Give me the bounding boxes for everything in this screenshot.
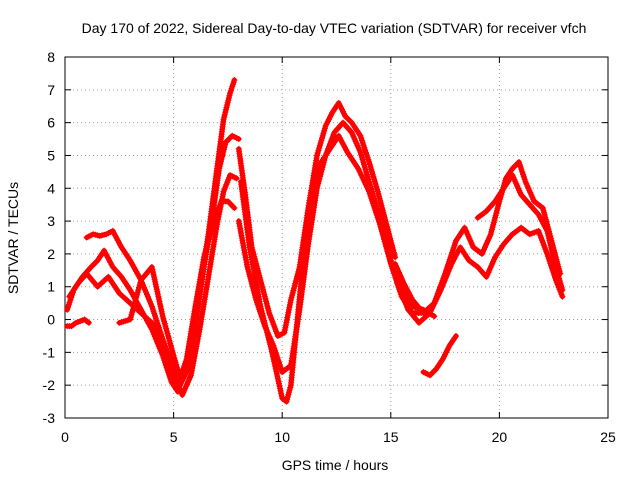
plus-marker (219, 193, 226, 200)
plus-marker (285, 309, 292, 316)
plus-marker (233, 175, 240, 182)
x-tick-label: 5 (170, 429, 178, 445)
plus-marker (281, 329, 288, 336)
y-tick-label: -3 (43, 410, 56, 426)
y-tick-label: 0 (47, 312, 55, 328)
y-tick-label: 3 (47, 213, 55, 229)
plus-marker (283, 319, 290, 326)
y-tick-label: 5 (47, 147, 55, 163)
plus-marker (220, 191, 227, 198)
plus-marker (431, 313, 438, 320)
x-axis-label: GPS time / hours (282, 457, 389, 473)
plus-marker (231, 204, 238, 211)
series-track-k (420, 332, 459, 379)
plus-marker (282, 324, 289, 331)
plus-marker (286, 304, 293, 311)
series-track-l (64, 316, 92, 330)
x-tick-label: 15 (383, 429, 399, 445)
series-track-i (394, 224, 566, 326)
y-tick-label: 6 (47, 115, 55, 131)
axis-ticks: 0 5 10 15 20 25 -3 -2 -1 0 1 2 3 4 5 6 7 8 (43, 49, 616, 445)
y-tick-label: 7 (47, 82, 55, 98)
y-tick-label: 4 (47, 180, 55, 196)
y-tick-label: 8 (47, 49, 55, 65)
plus-marker (281, 327, 288, 334)
y-tick-label: -1 (43, 344, 56, 360)
y-tick-label: -2 (43, 377, 56, 393)
plus-marker (287, 299, 294, 306)
plus-marker (284, 314, 291, 321)
plus-marker (452, 332, 459, 339)
y-axis-label: SDTVAR / TECUs (5, 182, 21, 294)
series-band (392, 159, 563, 316)
x-tick-label: 10 (274, 429, 290, 445)
series-track-h (392, 159, 564, 316)
plus-marker (559, 287, 566, 294)
plot-frame (64, 56, 609, 419)
plus-marker (284, 312, 291, 319)
y-tick-label: 2 (47, 246, 55, 262)
y-tick-label: 1 (47, 279, 55, 295)
plus-marker (286, 301, 293, 308)
chart-title: Day 170 of 2022, Sidereal Day-to-day VTE… (82, 20, 587, 36)
series-track-j (474, 172, 566, 294)
plus-marker (283, 317, 290, 324)
series-track-d (116, 198, 238, 382)
x-tick-label: 0 (61, 429, 69, 445)
data-series (64, 76, 566, 405)
grid (65, 57, 608, 418)
plus-marker (85, 319, 92, 326)
plus-marker (282, 322, 289, 329)
plus-marker (392, 254, 399, 261)
plus-marker (559, 293, 566, 300)
plus-marker (235, 136, 242, 143)
plus-marker (285, 306, 292, 313)
x-tick-label: 20 (492, 429, 508, 445)
x-tick-label: 25 (600, 429, 616, 445)
plus-marker (231, 76, 238, 83)
